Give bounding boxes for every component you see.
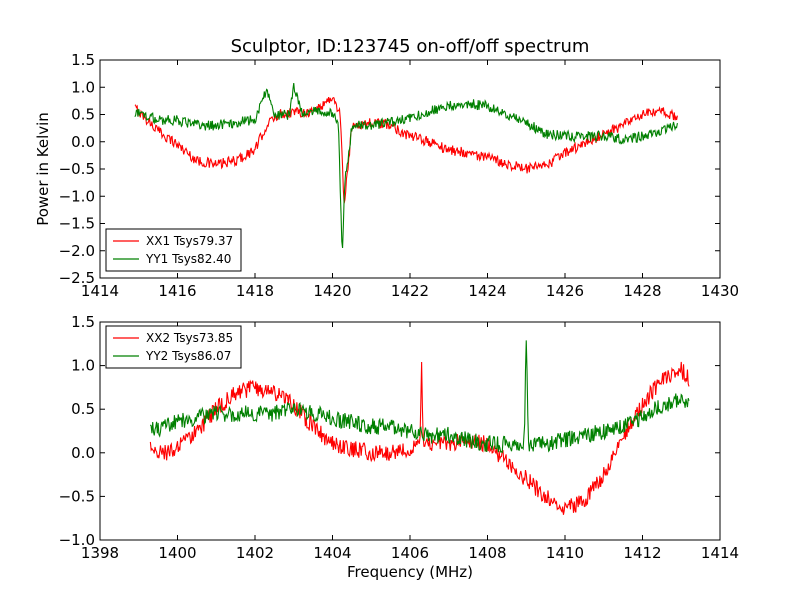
- x-tick-label: 1416: [158, 282, 196, 300]
- x-tick-label: 1406: [391, 544, 429, 562]
- x-tick-label: 1402: [236, 544, 274, 562]
- x-tick-label: 1408: [468, 544, 506, 562]
- x-tick-label: 1414: [81, 282, 119, 300]
- x-tick-label: 1410: [546, 544, 584, 562]
- panel-2: 1398 1400 1402 1404 1406 1408 1410 1412 1414 −1.0…: [59, 313, 740, 581]
- y-tick-label: 0.0: [71, 133, 95, 151]
- x-tick-label: 1426: [546, 282, 584, 300]
- y-tick-label: −2.0: [59, 242, 95, 260]
- series-line-xx1-tsys79-37: [134, 96, 678, 204]
- chart-title: Sculptor, ID:123745 on-off/off spectrum: [231, 36, 590, 57]
- y-tick-label: 0.5: [71, 106, 95, 124]
- y-tick-label: 1.5: [71, 313, 95, 331]
- y-tick-label: −0.5: [59, 487, 95, 505]
- x-tick-label: 1430: [701, 282, 739, 300]
- y-tick-label: 1.0: [71, 78, 95, 96]
- legend-box: [105, 228, 242, 272]
- x-tick-label: 1428: [623, 282, 661, 300]
- plot-panels: 1414 1416 1418 1420 1422 1424 1426 1428 1430 −2.5…: [34, 51, 739, 581]
- x-tick-label: 1400: [158, 544, 196, 562]
- y-tick-label: −2.5: [59, 269, 95, 287]
- x-tick-label: 1418: [236, 282, 274, 300]
- x-tick-label: 1420: [313, 282, 351, 300]
- y-tick-label: 1.0: [71, 357, 95, 375]
- series-line-yy2-tsys86-07: [149, 340, 690, 454]
- x-tick-label: 1398: [81, 544, 119, 562]
- series-line-xx2-tsys73-85: [149, 361, 690, 515]
- x-tick-label: 1404: [313, 544, 351, 562]
- y-tick-label: 0.5: [71, 400, 95, 418]
- x-tick-label: 1414: [701, 544, 739, 562]
- panel-1: 1414 1416 1418 1420 1422 1424 1426 1428 1430 −2.5…: [34, 51, 739, 300]
- legend-label: YY2 Tsys86.07: [145, 349, 231, 363]
- y-tick-label: −1.0: [59, 187, 95, 205]
- series-line-yy1-tsys82-40: [134, 82, 678, 249]
- y-tick-label: 0.0: [71, 444, 95, 462]
- y-tick-label: −1.5: [59, 215, 95, 233]
- legend: XX1 Tsys79.37 YY1 Tsys82.40: [105, 228, 242, 272]
- y-axis-label: Power in Kelvin: [34, 112, 52, 226]
- y-tick-label: −0.5: [59, 160, 95, 178]
- x-tick-label: 1412: [623, 544, 661, 562]
- legend-box: [105, 325, 242, 369]
- x-tick-label: 1424: [468, 282, 506, 300]
- legend-label: XX1 Tsys79.37: [146, 234, 233, 248]
- y-tick-label: −1.0: [59, 531, 95, 549]
- legend: XX2 Tsys73.85 YY2 Tsys86.07: [105, 325, 242, 369]
- legend-label: YY1 Tsys82.40: [145, 252, 231, 266]
- x-tick-label: 1422: [391, 282, 429, 300]
- legend-label: XX2 Tsys73.85: [146, 331, 233, 345]
- y-tick-label: 1.5: [71, 51, 95, 69]
- x-axis-label: Frequency (MHz): [347, 563, 473, 581]
